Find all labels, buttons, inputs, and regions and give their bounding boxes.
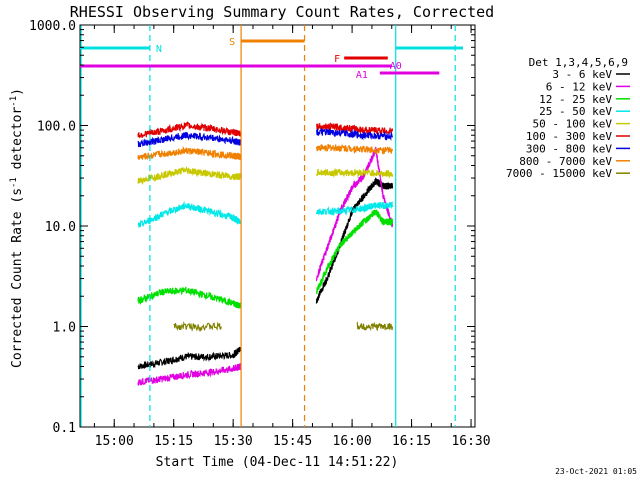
series-line-8-a <box>173 320 222 333</box>
legend-entry-label: 7000 - 15000 keV <box>506 167 612 180</box>
x-tick-label: 15:45 <box>273 434 312 449</box>
legend-title: Det 1,3,4,5,6,9 <box>529 56 628 69</box>
annotation-label-night: N <box>156 44 162 55</box>
annotation-label-a0: A0 <box>390 61 402 72</box>
footer-date: 23-Oct-2021 01:05 <box>555 467 637 476</box>
series-line-6-b <box>315 128 394 142</box>
annotation-label-flare: F <box>334 54 340 65</box>
series-line-4-b <box>315 167 394 179</box>
annotation-label-a1: A1 <box>356 70 368 81</box>
y-tick-label: 100.0 <box>37 120 76 135</box>
legend-entry-label: 3 - 6 keV <box>552 68 612 81</box>
y-tick-label: 10.0 <box>45 220 76 235</box>
x-tick-label: 16:00 <box>333 434 372 449</box>
series-line-1-a <box>137 363 241 387</box>
y-tick-label: 1000.0 <box>29 19 76 34</box>
legend-entry-label: 12 - 25 keV <box>539 93 612 106</box>
y-tick-label: 0.1 <box>53 421 76 436</box>
x-tick-label: 16:15 <box>392 434 431 449</box>
series-line-7-b <box>315 143 394 156</box>
annotation-label-saa: S <box>229 37 235 48</box>
legend-entry-label: 800 - 7000 keV <box>519 155 612 168</box>
series-line-0-a <box>137 346 241 370</box>
legend-entry-label: 6 - 12 keV <box>546 80 613 93</box>
legend-entry-label: 100 - 300 keV <box>526 130 612 143</box>
legend-entry-label: 25 - 50 keV <box>539 105 612 118</box>
x-tick-label: 15:30 <box>214 434 253 449</box>
series-line-1-b <box>315 146 394 282</box>
y-axis-label: Corrected Count Rate (s-1 detector-1) <box>9 88 25 368</box>
series-line-7-a <box>137 145 241 161</box>
chart-title: RHESSI Observing Summary Count Rates, Co… <box>70 3 494 21</box>
x-tick-label: 15:00 <box>95 434 134 449</box>
series-line-3-a <box>137 201 241 228</box>
legend-entry-label: 300 - 800 keV <box>526 142 612 155</box>
series-line-5-a <box>137 120 241 139</box>
series-line-8-b <box>356 321 394 332</box>
series-line-6-a <box>137 131 241 148</box>
legend-entry-label: 50 - 100 keV <box>533 118 613 131</box>
y-tick-label: 1.0 <box>53 321 76 336</box>
series-line-2-b <box>315 209 394 295</box>
series-line-4-a <box>137 166 241 186</box>
x-tick-label: 15:15 <box>154 434 193 449</box>
series-line-2-a <box>137 286 241 309</box>
x-tick-label: 16:30 <box>451 434 490 449</box>
series-line-3-b <box>315 201 394 217</box>
x-axis-label: Start Time (04-Dec-11 14:51:22) <box>156 455 399 470</box>
